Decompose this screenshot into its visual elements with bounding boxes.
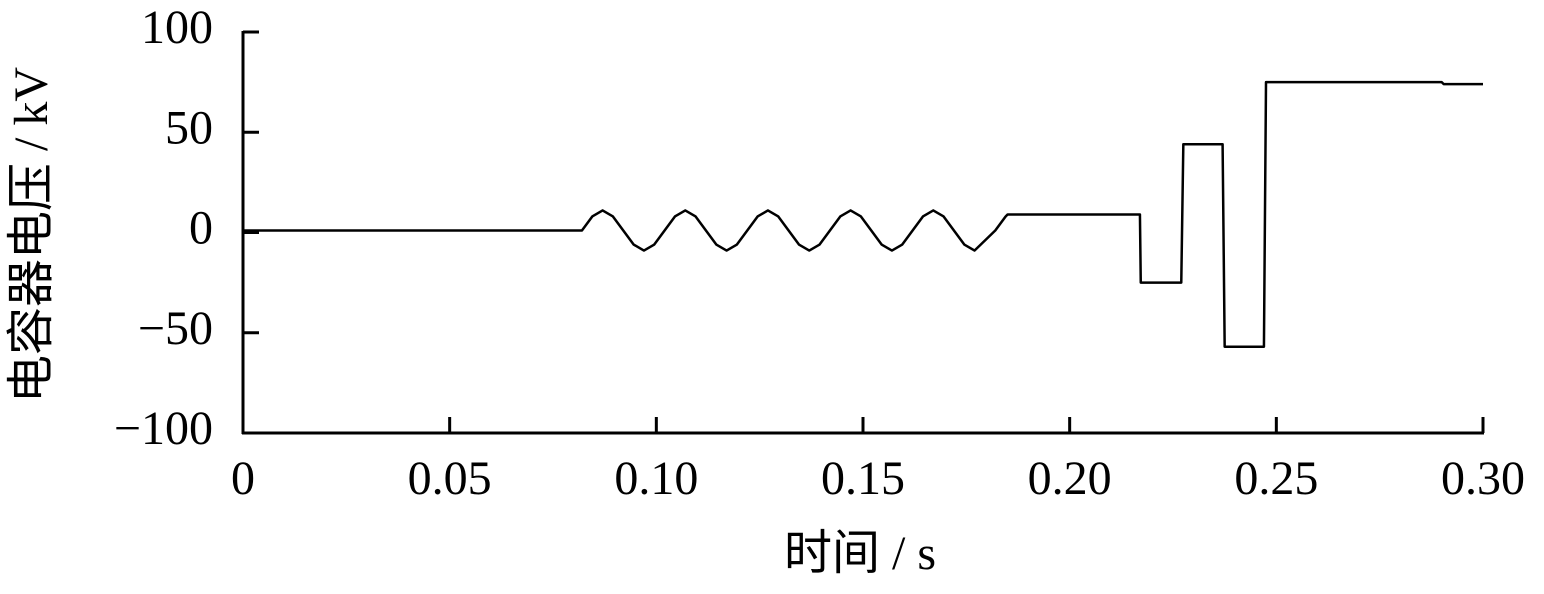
y-tick-label: −50 — [138, 302, 213, 355]
x-tick-label: 0 — [231, 452, 255, 505]
x-tick-label: 0.15 — [821, 452, 905, 505]
x-tick-label: 0.05 — [408, 452, 492, 505]
x-tick-label: 0.25 — [1234, 452, 1318, 505]
y-tick-label: 0 — [189, 202, 213, 255]
y-axis-label: 电容器电压 / kV — [5, 67, 58, 403]
y-tick-label: 50 — [165, 101, 213, 154]
y-tick-label: 100 — [141, 1, 213, 54]
x-tick-label: 0.30 — [1441, 452, 1525, 505]
x-axis-label: 时间 / s — [784, 527, 936, 580]
x-tick-label: 0.10 — [614, 452, 698, 505]
y-tick-label: −100 — [114, 402, 213, 455]
x-tick-label: 0.20 — [1028, 452, 1112, 505]
data-line — [243, 80, 1483, 349]
